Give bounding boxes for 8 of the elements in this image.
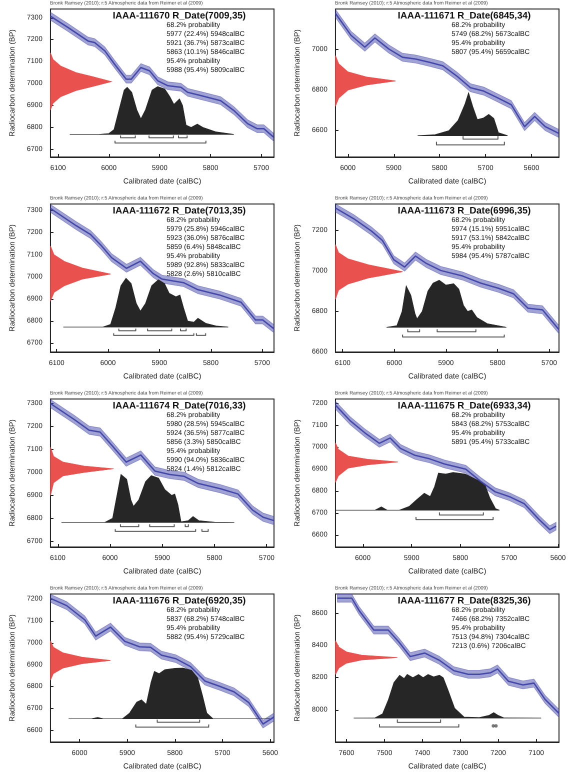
chart-title: IAAA-111676 R_Date(6920,35) — [112, 596, 246, 606]
chart-title: IAAA-111677 R_Date(8325,36) — [398, 596, 531, 606]
chart-title: IAAA-111675 R_Date(6933,34) — [398, 400, 531, 412]
chart-title: IAAA-111673 R_Date(6996,35) — [398, 206, 531, 216]
chart-title: IAAA-111670 R_Date(7009,35) — [112, 10, 246, 22]
chart-title: IAAA-111674 R_Date(7016,33) — [112, 400, 246, 412]
chart-title: IAAA-111672 R_Date(7013,35) — [112, 206, 246, 216]
chart-title: IAAA-111671 R_Date(6845,34) — [398, 10, 531, 22]
